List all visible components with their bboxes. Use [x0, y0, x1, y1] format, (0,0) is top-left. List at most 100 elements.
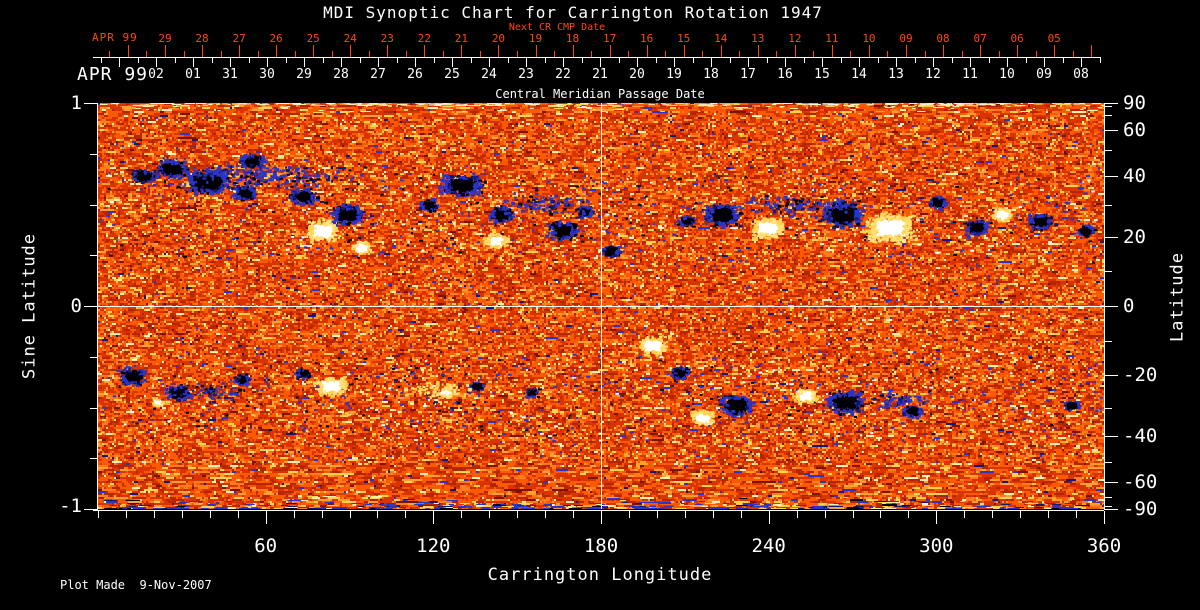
cmp-tick-label: 23: [518, 67, 534, 82]
next-cr-tick-label: 09: [899, 32, 913, 45]
cmp-tick-label: 13: [888, 67, 904, 82]
lon-tick: [853, 511, 854, 518]
lat-tick-label: 90: [1123, 92, 1146, 114]
lon-tick: [98, 511, 99, 518]
cmp-tick: [600, 58, 601, 67]
next-cr-tick: [221, 51, 222, 57]
lon-tick: [545, 511, 546, 518]
sine-lat-major-tick: [84, 509, 97, 510]
cmp-tick: [989, 58, 990, 63]
lon-tick: [797, 511, 798, 518]
cmp-tick: [545, 58, 546, 63]
cmp-tick-label: 01: [185, 67, 201, 82]
lat-major-tick: [1105, 306, 1118, 307]
lon-tick: [377, 511, 378, 518]
x-axis-title: Carrington Longitude: [487, 565, 713, 585]
cmp-tick: [175, 58, 176, 63]
next-cr-tick: [610, 45, 611, 57]
left-axis-line: [97, 103, 98, 510]
cmp-tick: [508, 58, 509, 63]
lat-minor-tick: [1105, 408, 1112, 409]
lon-tick: [657, 511, 658, 518]
cmp-tick-label: 19: [666, 67, 682, 82]
next-cr-tick: [776, 51, 777, 57]
lon-tick: [322, 511, 323, 518]
next-cr-tick-label: 27: [232, 32, 246, 45]
next-cr-tick-label: 25: [306, 32, 320, 45]
cmp-tick: [859, 58, 860, 67]
sine-lat-minor-tick: [90, 205, 97, 206]
next-cr-tick: [758, 45, 759, 57]
next-cr-tick-label: 17: [602, 32, 617, 45]
top-axis-line: [93, 57, 1101, 58]
next-cr-tick: [406, 51, 407, 57]
lon-tick-label: 180: [583, 535, 619, 557]
next-cr-tick-label: 20: [491, 32, 506, 45]
next-cr-tick: [443, 51, 444, 57]
sine-lat-tick-label: -1: [59, 495, 82, 517]
next-cr-tick-label: 10: [862, 32, 876, 45]
cmp-tick: [489, 58, 490, 67]
next-cr-tick-label: 21: [454, 32, 469, 45]
next-cr-tick-label: 19: [528, 32, 543, 45]
cmp-tick: [804, 58, 805, 63]
cmp-tick: [878, 58, 879, 63]
cmp-tick-label: 16: [777, 67, 793, 82]
cmp-tick: [1044, 58, 1045, 67]
cmp-tick: [360, 58, 361, 63]
next-cr-tick: [925, 51, 926, 57]
cmp-tick-label: 24: [481, 67, 497, 82]
cmp-tick: [1100, 58, 1101, 63]
cmp-tick-label: 20: [629, 67, 645, 82]
lon-tick-label: 360: [1086, 535, 1122, 557]
lat-minor-tick: [1105, 115, 1112, 116]
cmp-tick: [619, 58, 620, 63]
lat-major-tick: [1105, 103, 1118, 104]
lon-tick: [433, 511, 434, 524]
cmp-tick-label: 11: [962, 67, 978, 82]
next-cr-tick-label: 24: [343, 32, 357, 45]
sine-lat-minor-tick: [90, 357, 97, 358]
cmp-tick: [452, 58, 453, 67]
cmp-tick: [415, 58, 416, 67]
lon-tick: [238, 511, 239, 518]
next-cr-tick-label: 26: [269, 32, 283, 45]
next-cr-tick: [461, 45, 462, 57]
lat-major-tick: [1105, 436, 1118, 437]
cmp-tick: [970, 58, 971, 67]
next-cr-tick: [536, 45, 537, 57]
lat-tick-label: -40: [1123, 425, 1158, 447]
lon-tick-label: 240: [751, 535, 786, 557]
next-cr-tick: [554, 51, 555, 57]
cmp-tick: [286, 58, 287, 63]
next-cr-month-label: APR 99: [92, 31, 138, 44]
next-cr-tick: [962, 51, 963, 57]
lon-tick: [210, 511, 211, 518]
next-cr-tick: [591, 51, 592, 57]
chart-title: MDI Synoptic Chart for Carrington Rotati…: [323, 3, 823, 22]
cmp-tick-label: 08: [1073, 67, 1089, 82]
next-cr-tick-label: 08: [936, 32, 950, 45]
next-cr-tick: [1091, 45, 1092, 57]
cmp-tick: [785, 58, 786, 67]
cmp-month-label: APR 99: [77, 64, 149, 85]
cmp-tick: [471, 58, 472, 63]
next-cr-tick: [647, 45, 648, 57]
cmp-tick-label: 10: [999, 67, 1015, 82]
cmp-tick: [841, 58, 842, 63]
sine-lat-minor-tick: [90, 255, 97, 256]
lon-tick: [1020, 511, 1021, 518]
next-cr-tick: [869, 45, 870, 57]
lat-major-tick: [1105, 482, 1118, 483]
next-cr-tick: [665, 51, 666, 57]
cmp-tick: [693, 58, 694, 63]
next-cr-tick: [165, 45, 166, 57]
lon-tick-label: 60: [254, 535, 278, 557]
next-cr-tick-label: 18: [565, 32, 580, 45]
next-cr-tick: [887, 51, 888, 57]
lon-tick: [517, 511, 518, 518]
lat-major-tick: [1105, 375, 1118, 376]
next-cr-tick: [276, 45, 277, 57]
lon-tick: [182, 511, 183, 518]
cmp-tick: [1026, 58, 1027, 63]
